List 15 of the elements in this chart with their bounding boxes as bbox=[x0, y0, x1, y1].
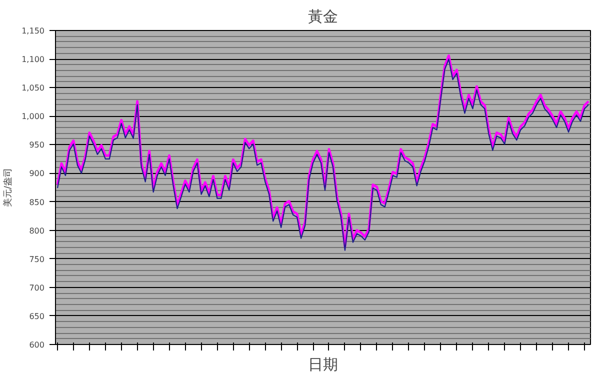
y-tick-label: 700 bbox=[29, 283, 45, 292]
y-tick-label: 1,150 bbox=[22, 26, 45, 36]
y-tick-label: 1,000 bbox=[22, 112, 45, 122]
y-tick-label: 900 bbox=[29, 169, 45, 178]
y-tick-label: 950 bbox=[29, 140, 45, 150]
y-tick-label: 600 bbox=[29, 340, 45, 350]
y-tick-label: 1,050 bbox=[22, 84, 45, 93]
x-axis-title: 日期 bbox=[308, 356, 338, 374]
y-tick-label: 650 bbox=[29, 312, 45, 321]
y-axis-title: 美元/盎司 bbox=[2, 168, 14, 208]
y-tick-label: 800 bbox=[29, 226, 45, 236]
y-tick-label: 850 bbox=[29, 198, 45, 207]
y-tick-label: 1,100 bbox=[22, 55, 45, 64]
y-tick-label: 750 bbox=[29, 254, 45, 264]
chart-title: 黃金 bbox=[308, 8, 338, 26]
